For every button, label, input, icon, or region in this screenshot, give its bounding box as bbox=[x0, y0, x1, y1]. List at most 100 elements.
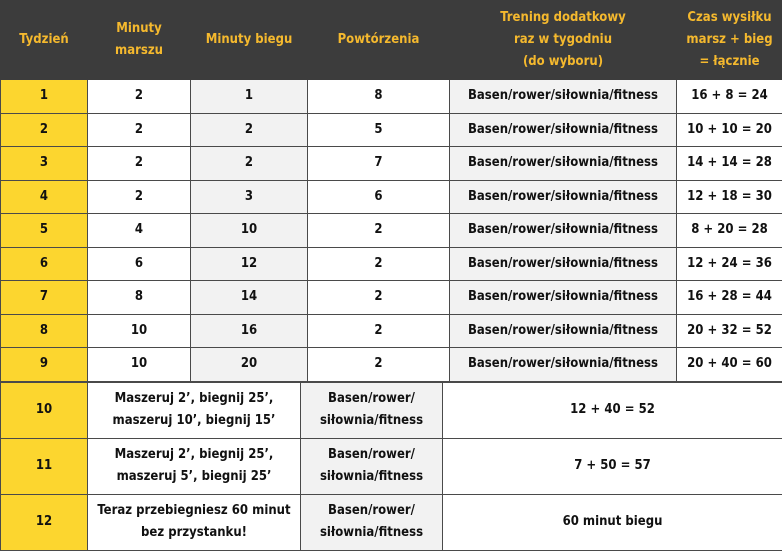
text-line: Basen/rower/ bbox=[328, 503, 415, 518]
extra-training-cell: Basen/rower/siłownia/fitness bbox=[450, 314, 677, 348]
run-minutes-cell: 10 bbox=[191, 214, 308, 248]
repetitions-cell: 2 bbox=[308, 348, 450, 382]
text-line: bez przystanku! bbox=[141, 525, 247, 540]
text-line: (do wyboru) bbox=[523, 54, 603, 69]
column-header: Powtórzenia bbox=[308, 1, 450, 80]
extra-training-cell: Basen/rower/siłownia/fitness bbox=[450, 281, 677, 315]
extra-training-cell: Basen/rower/siłownia/fitness bbox=[450, 214, 677, 248]
week-cell: 7 bbox=[1, 281, 88, 315]
repetitions-cell: 2 bbox=[308, 281, 450, 315]
total-time-cell: 20 + 40 = 60 bbox=[677, 348, 782, 382]
run-minutes-cell: 20 bbox=[191, 348, 308, 382]
text-line: Teraz przebiegniesz 60 minut bbox=[97, 503, 290, 518]
column-header: Minuty biegu bbox=[191, 1, 308, 80]
total-time-cell: 16 + 28 = 44 bbox=[677, 281, 782, 315]
walk-minutes-cell: 2 bbox=[88, 147, 191, 181]
total-time-cell: 7 + 50 = 57 bbox=[443, 438, 782, 494]
training-table: Tydzień Minuty marszu Minuty biegu Powtórzen… bbox=[0, 0, 782, 382]
walk-minutes-cell: 10 bbox=[88, 314, 191, 348]
run-minutes-cell: 2 bbox=[191, 113, 308, 147]
text-line: = łącznie bbox=[699, 54, 759, 69]
text-line: Powtórzenia bbox=[338, 32, 420, 47]
extra-training-cell: Basen/rower/siłownia/fitness bbox=[450, 348, 677, 382]
extra-training-cell: Basen/rower/siłownia/fitness bbox=[450, 80, 677, 114]
repetitions-cell: 5 bbox=[308, 113, 450, 147]
text-line: Minuty bbox=[116, 21, 162, 36]
text-line: siłownia/fitness bbox=[320, 469, 423, 484]
week-cell: 11 bbox=[1, 438, 88, 494]
total-time-cell: 12 + 18 = 30 bbox=[677, 180, 782, 214]
week-cell: 10 bbox=[1, 382, 88, 438]
plan-cell: Teraz przebiegniesz 60 minut bez przystan… bbox=[88, 494, 301, 550]
week-cell: 3 bbox=[1, 147, 88, 181]
week-cell: 2 bbox=[1, 113, 88, 147]
text-line: marsz + bieg bbox=[686, 32, 772, 47]
training-table-final-weeks: 10 Maszeruj 2’, biegnij 25’, maszeruj 10’,… bbox=[0, 382, 782, 551]
walk-minutes-cell: 2 bbox=[88, 113, 191, 147]
plan-cell: Maszeruj 2’, biegnij 25’,maszeruj 5’, bi… bbox=[88, 438, 301, 494]
total-time-cell: 16 + 8 = 24 bbox=[677, 80, 782, 114]
run-minutes-cell: 3 bbox=[191, 180, 308, 214]
column-header: Czas wysiłku marsz + bieg = łącznie bbox=[677, 1, 782, 80]
walk-minutes-cell: 2 bbox=[88, 80, 191, 114]
column-header: Tydzień bbox=[1, 1, 88, 80]
header-row: Tydzień Minuty marszu Minuty biegu Powtórzen… bbox=[1, 1, 782, 80]
extra-training-cell: Basen/rower/siłownia/fitness bbox=[450, 147, 677, 181]
walk-minutes-cell: 4 bbox=[88, 214, 191, 248]
repetitions-cell: 2 bbox=[308, 214, 450, 248]
text-line: marszu bbox=[115, 43, 163, 58]
text-line: siłownia/fitness bbox=[320, 413, 423, 428]
week-cell: 1 bbox=[1, 80, 88, 114]
repetitions-cell: 2 bbox=[308, 314, 450, 348]
column-header: Trening dodatkowy raz w tygodniu (do wybor… bbox=[450, 1, 677, 80]
text-line: maszeruj 5’, biegnij 25’ bbox=[117, 469, 272, 484]
repetitions-cell: 2 bbox=[308, 247, 450, 281]
week-cell: 12 bbox=[1, 494, 88, 550]
text-line: Basen/rower/ bbox=[328, 391, 415, 406]
total-time-cell: 60 minut biegu bbox=[443, 494, 782, 550]
total-time-cell: 8 + 20 = 28 bbox=[677, 214, 782, 248]
text-line: Minuty biegu bbox=[206, 32, 293, 47]
repetitions-cell: 8 bbox=[308, 80, 450, 114]
text-line: Maszeruj 2’, biegnij 25’, bbox=[115, 391, 274, 406]
week-cell: 5 bbox=[1, 214, 88, 248]
extra-training-cell: Basen/rower/siłownia/fitness bbox=[301, 382, 443, 438]
run-minutes-cell: 1 bbox=[191, 80, 308, 114]
extra-training-cell: Basen/rower/siłownia/fitness bbox=[450, 180, 677, 214]
text-line: siłownia/fitness bbox=[320, 525, 423, 540]
plan-cell: Maszeruj 2’, biegnij 25’, maszeruj 10’, b… bbox=[88, 382, 301, 438]
run-minutes-cell: 16 bbox=[191, 314, 308, 348]
total-time-cell: 12 + 40 = 52 bbox=[443, 382, 782, 438]
walk-minutes-cell: 2 bbox=[88, 180, 191, 214]
run-minutes-cell: 12 bbox=[191, 247, 308, 281]
text-line: raz w tygodniu bbox=[514, 32, 612, 47]
walk-minutes-cell: 8 bbox=[88, 281, 191, 315]
repetitions-cell: 7 bbox=[308, 147, 450, 181]
extra-training-cell: Basen/rower/siłownia/fitness bbox=[450, 113, 677, 147]
week-cell: 6 bbox=[1, 247, 88, 281]
table-row: 10 Maszeruj 2’, biegnij 25’, maszeruj 10’,… bbox=[1, 382, 782, 438]
total-time-cell: 12 + 24 = 36 bbox=[677, 247, 782, 281]
total-time-cell: 20 + 32 = 52 bbox=[677, 314, 782, 348]
column-header: Minuty marszu bbox=[88, 1, 191, 80]
walk-minutes-cell: 10 bbox=[88, 348, 191, 382]
text-line: maszeruj 10’, biegnij 15’ bbox=[113, 413, 276, 428]
table-row: 12 Teraz przebiegniesz 60 minut bez przyst… bbox=[1, 494, 782, 550]
total-time-cell: 14 + 14 = 28 bbox=[677, 147, 782, 181]
repetitions-cell: 6 bbox=[308, 180, 450, 214]
total-time-cell: 10 + 10 = 20 bbox=[677, 113, 782, 147]
week-cell: 8 bbox=[1, 314, 88, 348]
run-minutes-cell: 2 bbox=[191, 147, 308, 181]
text-line: Czas wysiłku bbox=[687, 10, 771, 25]
text-line: Trening dodatkowy bbox=[500, 10, 626, 25]
